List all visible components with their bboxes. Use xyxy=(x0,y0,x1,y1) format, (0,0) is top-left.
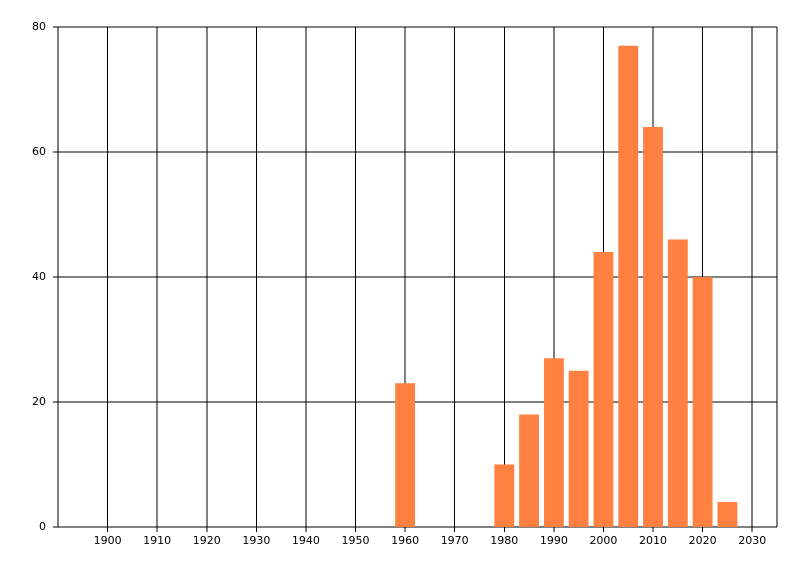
y-tick-label: 20 xyxy=(32,395,46,408)
x-tick-label: 2000 xyxy=(589,534,617,547)
x-tick-label: 1990 xyxy=(540,534,568,547)
x-tick-label: 1920 xyxy=(193,534,221,547)
bar xyxy=(543,358,564,527)
x-tick-label: 2020 xyxy=(689,534,717,547)
x-tick-label: 1900 xyxy=(94,534,122,547)
x-tick-label: 2010 xyxy=(639,534,667,547)
x-tick-label: 2030 xyxy=(738,534,766,547)
x-tick-label: 1980 xyxy=(490,534,518,547)
bar xyxy=(395,383,416,527)
x-tick-label: 1960 xyxy=(391,534,419,547)
y-tick-label: 0 xyxy=(39,520,46,533)
x-tick-label: 1940 xyxy=(292,534,320,547)
bar xyxy=(519,414,539,527)
bar xyxy=(494,464,515,527)
bar xyxy=(643,127,663,527)
x-tick-label: 1930 xyxy=(242,534,270,547)
x-tick-label: 1910 xyxy=(143,534,171,547)
bar xyxy=(593,252,614,527)
x-tick-label: 1970 xyxy=(441,534,469,547)
bar xyxy=(717,502,738,527)
bar xyxy=(692,277,713,527)
bar xyxy=(667,239,688,527)
y-tick-label: 40 xyxy=(32,270,46,283)
bar xyxy=(618,45,639,527)
x-tick-label: 1950 xyxy=(342,534,370,547)
y-tick-label: 60 xyxy=(32,145,46,158)
y-tick-label: 80 xyxy=(32,20,46,33)
bar xyxy=(568,370,589,527)
